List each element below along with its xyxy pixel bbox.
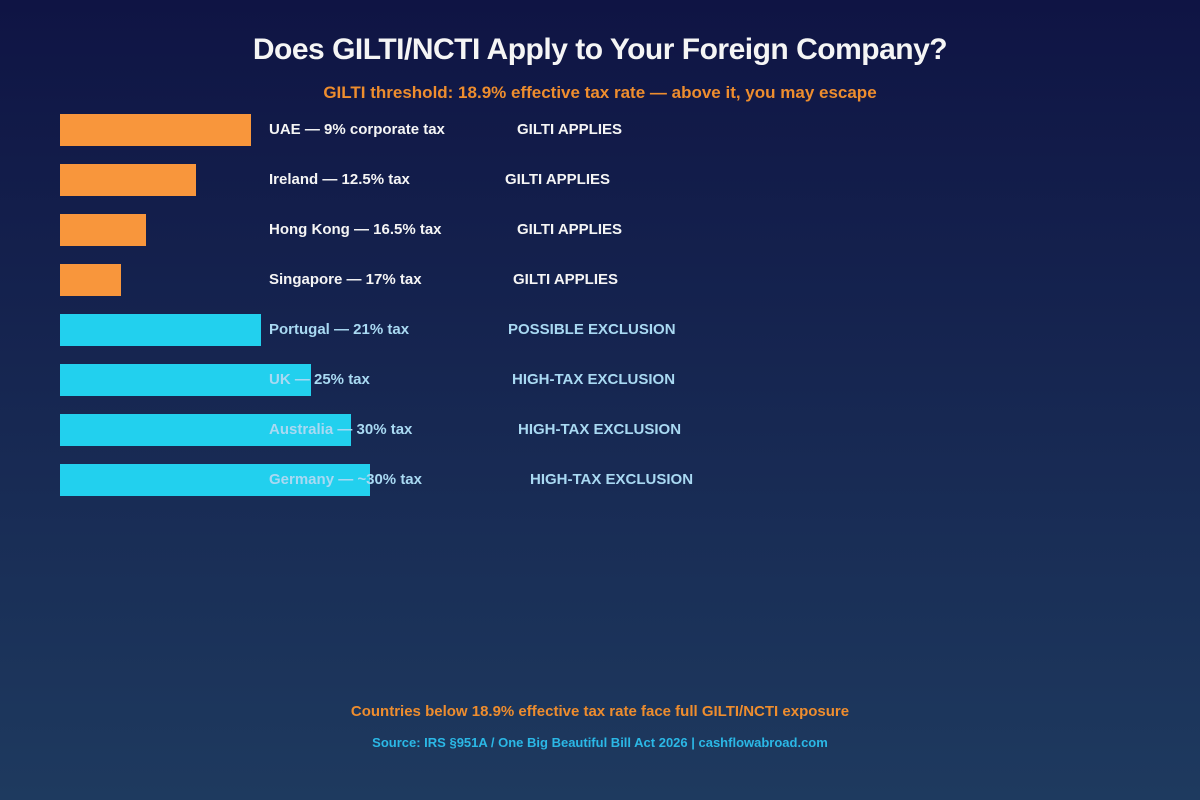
chart-row: Germany — ~30% tax HIGH-TAX EXCLUSION <box>0 464 1200 496</box>
orange-tax-bar <box>60 114 251 146</box>
chart-row: Hong Kong — 16.5% tax GILTI APPLIES <box>0 214 1200 246</box>
country-tax-label: Hong Kong — 16.5% tax <box>269 221 442 238</box>
country-tax-label: Singapore — 17% tax <box>269 271 422 288</box>
gilti-status-label: GILTI APPLIES <box>513 271 619 288</box>
cyan-tax-bar <box>60 364 311 396</box>
country-tax-label: Portugal — 21% tax <box>269 321 410 338</box>
chart-row: UAE — 9% corporate tax GILTI APPLIES <box>0 114 1200 146</box>
gilti-status-label: GILTI APPLIES <box>517 221 623 238</box>
source-line: Source: IRS §951A / One Big Beautiful Bi… <box>372 735 828 750</box>
chart-row: Singapore — 17% tax GILTI APPLIES <box>0 264 1200 296</box>
cyan-tax-bar <box>60 414 351 446</box>
chart-row: Australia — 30% tax HIGH-TAX EXCLUSION <box>0 414 1200 446</box>
chart-row: UK — 25% tax HIGH-TAX EXCLUSION <box>0 364 1200 396</box>
gilti-status-label: GILTI APPLIES <box>517 121 623 138</box>
bar-rows: UAE — 9% corporate tax GILTI APPLIES Irela… <box>0 114 1200 496</box>
orange-tax-bar <box>60 214 146 246</box>
gilti-status-label: GILTI APPLIES <box>505 171 611 188</box>
country-tax-label: Germany — ~30% tax <box>269 471 422 488</box>
chart-row: Ireland — 12.5% tax GILTI APPLIES <box>0 164 1200 196</box>
gilti-status-label: HIGH-TAX EXCLUSION <box>512 371 676 388</box>
orange-tax-bar <box>60 264 121 296</box>
country-tax-label: UK — 25% tax <box>269 371 370 388</box>
gilti-status-label: POSSIBLE EXCLUSION <box>508 321 676 338</box>
cyan-tax-bar <box>60 464 370 496</box>
orange-tax-bar <box>60 164 196 196</box>
country-tax-label: Australia — 30% tax <box>269 421 413 438</box>
country-tax-label: UAE — 9% corporate tax <box>269 121 445 138</box>
country-tax-label: Ireland — 12.5% tax <box>269 171 410 188</box>
chart-row: Portugal — 21% tax POSSIBLE EXCLUSION <box>0 314 1200 346</box>
exposure-footnote: Countries below 18.9% effective tax rate… <box>350 703 850 720</box>
cyan-tax-bar <box>60 314 261 346</box>
gilti-status-label: HIGH-TAX EXCLUSION <box>518 421 682 438</box>
threshold-subtitle: GILTI threshold: 18.9% effective tax rat… <box>323 83 877 102</box>
page-title: Does GILTI/NCTI Apply to Your Foreign Co… <box>252 33 948 66</box>
gilti-status-label: HIGH-TAX EXCLUSION <box>530 471 694 488</box>
